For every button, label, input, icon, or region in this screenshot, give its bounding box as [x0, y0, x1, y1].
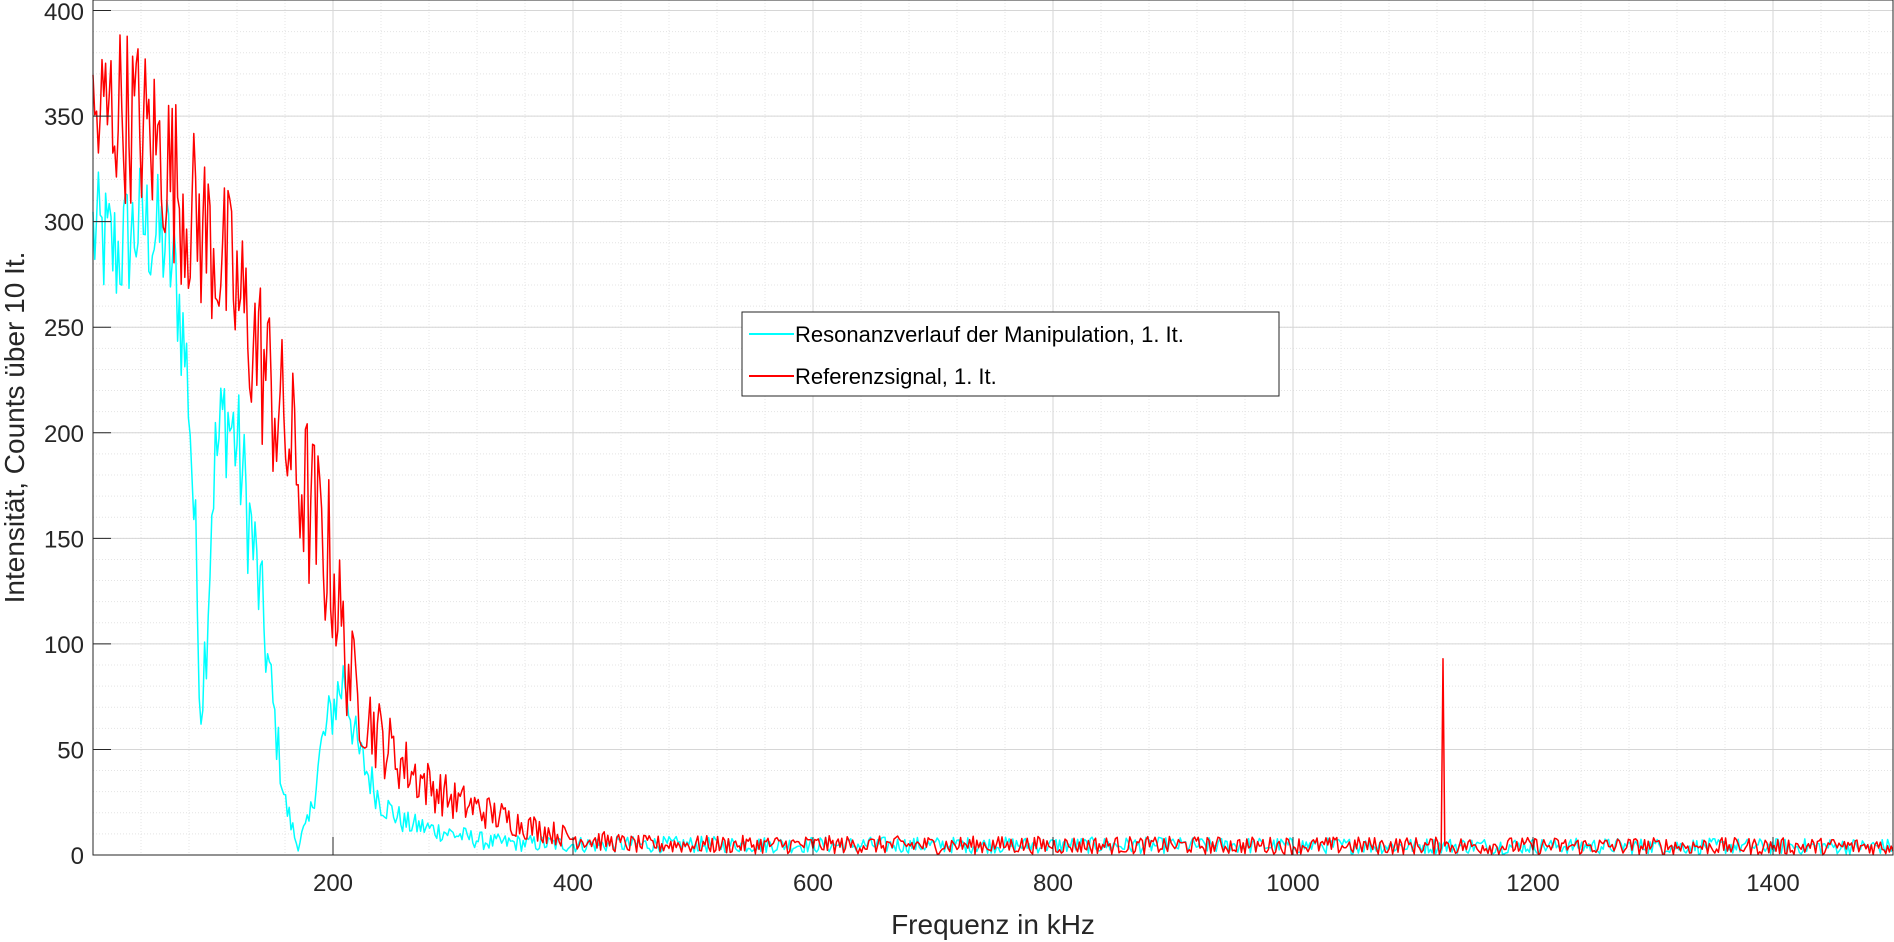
y-tick-label: 350 — [44, 104, 84, 131]
legend-entry-resonanzverlauf: Resonanzverlauf der Manipulation, 1. It. — [795, 322, 1184, 347]
legend: Resonanzverlauf der Manipulation, 1. It.… — [741, 311, 1280, 397]
x-tick-label: 200 — [313, 870, 353, 897]
x-tick-labels: 200 400 600 800 1000 1200 1400 — [313, 870, 1800, 897]
y-tick-label: 150 — [44, 526, 84, 553]
y-tick-label: 300 — [44, 210, 84, 237]
legend-entry-referenzsignal: Referenzsignal, 1. It. — [795, 364, 997, 389]
y-tick-label: 0 — [71, 843, 84, 870]
y-tick-label: 250 — [44, 315, 84, 342]
x-tick-label: 1200 — [1506, 870, 1559, 897]
x-axis-label: Frequenz in kHz — [891, 909, 1095, 940]
tick-marks — [93, 10, 1774, 856]
x-tick-label: 1400 — [1746, 870, 1799, 897]
x-tick-label: 1000 — [1266, 870, 1319, 897]
y-axis-label: Intensität, Counts über 10 It. — [0, 252, 30, 604]
x-tick-label: 600 — [793, 870, 833, 897]
plot-area-border — [92, 0, 1894, 856]
series-layer — [92, 34, 1894, 856]
minor-grid — [93, 0, 1893, 855]
series-line-1 — [92, 34, 1894, 856]
y-tick-label: 200 — [44, 421, 84, 448]
y-tick-label: 100 — [44, 632, 84, 659]
x-tick-label: 800 — [1033, 870, 1073, 897]
y-tick-labels: 0 50 100 150 200 250 300 350 400 — [44, 0, 84, 870]
x-tick-label: 400 — [553, 870, 593, 897]
series-line-0 — [92, 167, 1894, 856]
y-tick-label: 50 — [57, 737, 84, 764]
legend-box — [741, 311, 1280, 397]
major-grid — [93, 0, 1893, 856]
y-tick-label: 400 — [44, 0, 84, 26]
